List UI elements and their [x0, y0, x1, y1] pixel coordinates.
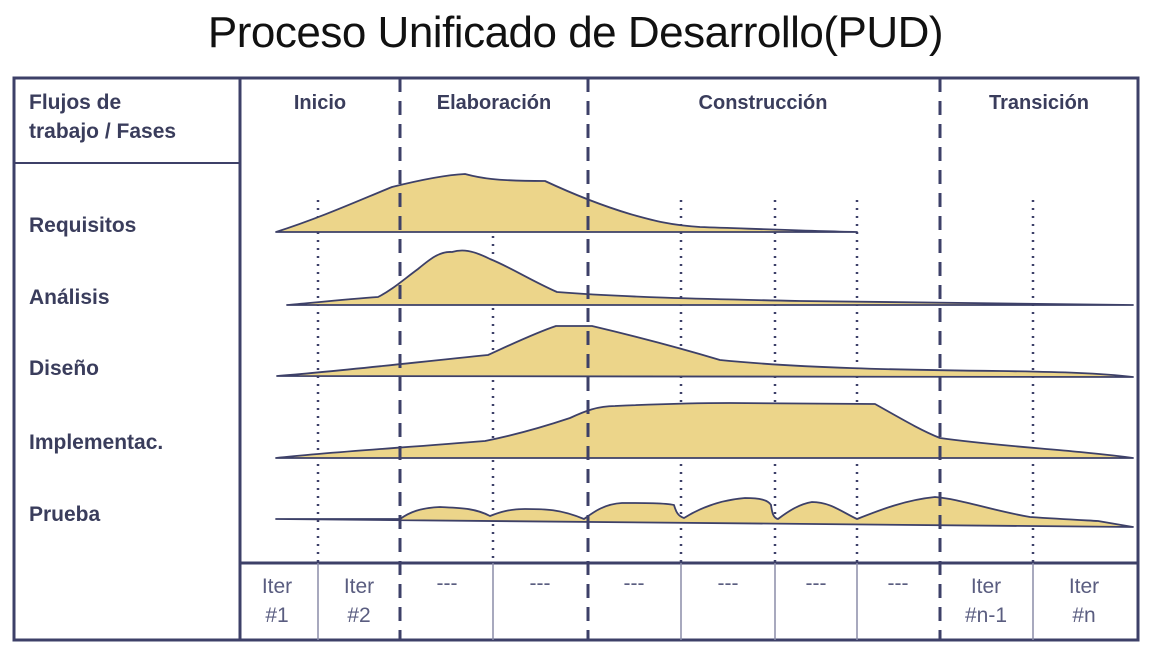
iteration-10-line2: #n: [1072, 604, 1095, 627]
curve-analisis: [286, 249, 1134, 306]
header-label-line1: Flujos de: [29, 91, 121, 114]
iteration-1-line2: #1: [265, 604, 288, 627]
diagram-title: Proceso Unificado de Desarrollo(PUD): [207, 8, 944, 57]
phase-label-inicio: Inicio: [294, 92, 346, 114]
header-label-line2: trabajo / Fases: [29, 120, 176, 143]
iteration-8-line1: ---: [888, 572, 909, 595]
iteration-dotted-guides: [316, 200, 1035, 563]
outer-frame: [12, 76, 1140, 642]
iteration-1-line1: Iter: [262, 575, 292, 598]
phase-label-transicion: Transición: [989, 92, 1089, 114]
iteration-9-line1: Iter: [971, 575, 1001, 598]
iteration-2-line2: #2: [347, 604, 370, 627]
iteration-5-line1: ---: [624, 572, 645, 595]
iteration-3-line1: ---: [437, 572, 458, 595]
phase-dividers: [398, 78, 942, 640]
workflow-label-prueba: Prueba: [29, 503, 101, 526]
workflow-label-requisitos: Requisitos: [29, 214, 136, 237]
curve-requisitos: [275, 173, 858, 233]
iteration-6-line1: ---: [718, 572, 739, 595]
iteration-9-line2: #n-1: [965, 604, 1007, 627]
curve-prueba: [275, 496, 1134, 528]
curve-diseno: [276, 325, 1134, 378]
iteration-7-line1: ---: [806, 572, 827, 595]
iteration-10-line1: Iter: [1069, 575, 1099, 598]
iteration-labels: Iter #1 Iter #2 --- --- --- --- --- --- …: [262, 572, 1099, 627]
workflow-label-implementacion: Implementac.: [29, 431, 163, 454]
iteration-4-line1: ---: [530, 572, 551, 595]
iteration-2-line1: Iter: [344, 575, 374, 598]
workflow-curves: [275, 173, 1134, 528]
phase-label-construccion: Construcción: [699, 92, 828, 114]
iteration-cell-dividers: [317, 563, 1034, 640]
curve-implementacion: [275, 402, 1134, 459]
phase-label-elaboracion: Elaboración: [437, 92, 551, 114]
workflow-label-diseno: Diseño: [29, 357, 99, 380]
workflow-label-analisis: Análisis: [29, 286, 110, 309]
